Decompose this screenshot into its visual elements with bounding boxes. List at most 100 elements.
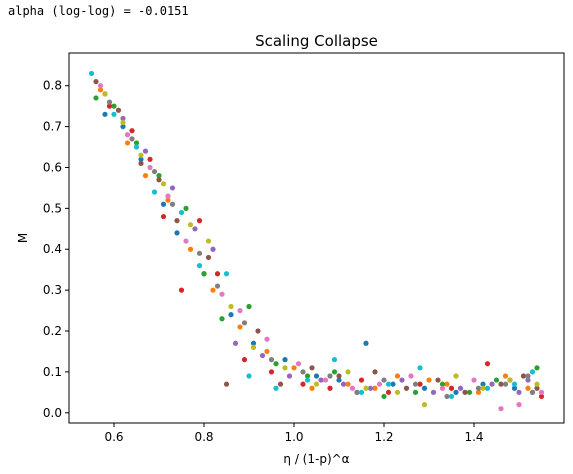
- data-point: [417, 365, 423, 371]
- data-point: [444, 393, 450, 400]
- data-point: [201, 271, 207, 277]
- data-point: [273, 361, 279, 367]
- data-point: [331, 357, 338, 363]
- data-point: [448, 393, 455, 400]
- y-tick-label: 0.8: [43, 79, 62, 93]
- data-point: [241, 357, 248, 363]
- y-tick-label: 0.1: [43, 365, 62, 379]
- data-point: [264, 336, 270, 342]
- x-tick-label: 1.2: [374, 430, 393, 444]
- data-point: [538, 393, 545, 400]
- data-point: [327, 373, 333, 379]
- data-point: [304, 373, 311, 379]
- data-point: [268, 357, 275, 363]
- data-point: [322, 377, 329, 383]
- data-point: [525, 385, 531, 391]
- data-point: [277, 381, 284, 387]
- data-point: [214, 271, 221, 277]
- data-point: [408, 373, 414, 379]
- data-point: [124, 132, 131, 138]
- data-point: [529, 369, 536, 375]
- data-point: [313, 381, 320, 387]
- data-point: [480, 385, 486, 391]
- data-point: [444, 381, 450, 387]
- data-point: [502, 373, 509, 379]
- y-tick-label: 0.6: [43, 160, 62, 174]
- data-point: [178, 209, 185, 216]
- data-point: [223, 271, 230, 277]
- data-point: [453, 373, 459, 379]
- data-point: [250, 340, 257, 346]
- data-point: [259, 352, 266, 359]
- data-point: [165, 197, 171, 203]
- data-point: [282, 357, 288, 363]
- data-point: [525, 377, 531, 383]
- data-point: [309, 365, 315, 371]
- data-point: [367, 385, 374, 391]
- data-point: [336, 377, 342, 383]
- x-axis-ticks: 0.6 0.8 1.0 1.2 1.4: [104, 423, 484, 444]
- data-point: [97, 87, 104, 93]
- data-point: [538, 389, 545, 395]
- data-point: [327, 385, 333, 391]
- data-point: [142, 148, 149, 154]
- data-point: [111, 103, 117, 109]
- data-point: [462, 389, 468, 395]
- y-tick-label: 0.5: [43, 201, 62, 215]
- data-point: [394, 373, 401, 379]
- data-point: [300, 369, 306, 375]
- data-point: [475, 389, 482, 395]
- data-point: [268, 369, 275, 375]
- data-point: [273, 385, 279, 391]
- x-axis-label: η / (1-p)^α: [283, 452, 349, 466]
- data-point: [363, 340, 369, 346]
- data-point: [466, 389, 473, 395]
- data-point: [309, 385, 315, 391]
- data-point: [183, 205, 189, 211]
- data-point: [480, 381, 486, 387]
- data-point: [102, 91, 108, 97]
- data-point: [147, 156, 153, 162]
- data-point: [313, 373, 320, 379]
- data-point: [196, 218, 203, 224]
- data-point: [318, 377, 324, 383]
- data-point: [372, 385, 378, 391]
- data-point: [345, 381, 351, 387]
- data-point: [160, 201, 167, 207]
- data-point: [120, 115, 126, 122]
- data-point: [88, 70, 95, 77]
- data-point: [187, 222, 194, 228]
- data-point: [511, 385, 518, 391]
- data-point: [300, 381, 306, 387]
- data-point: [304, 377, 311, 383]
- x-tick-label: 0.8: [194, 430, 213, 444]
- data-point: [439, 385, 446, 391]
- data-point: [165, 193, 171, 199]
- data-point: [354, 389, 360, 395]
- data-point: [219, 316, 225, 322]
- data-point: [93, 95, 99, 101]
- data-point: [214, 283, 221, 289]
- data-point: [228, 303, 234, 310]
- data-point: [151, 189, 158, 195]
- data-point: [174, 230, 180, 236]
- data-point: [453, 389, 459, 395]
- data-point: [187, 246, 194, 252]
- data-point: [498, 406, 504, 412]
- y-tick-label: 0.4: [43, 242, 62, 256]
- data-point: [417, 381, 423, 387]
- data-point: [381, 393, 387, 400]
- alpha-readout: alpha (log-log) = -0.0151: [8, 4, 189, 18]
- data-point: [286, 373, 293, 379]
- data-point: [381, 377, 387, 383]
- data-point: [489, 381, 495, 387]
- data-point: [169, 185, 176, 191]
- data-point: [435, 377, 441, 383]
- data-point: [520, 373, 527, 379]
- chart-title: Scaling Collapse: [255, 32, 378, 50]
- data-point: [219, 291, 225, 297]
- data-point: [376, 381, 383, 387]
- data-point: [156, 173, 162, 179]
- data-point: [237, 324, 243, 330]
